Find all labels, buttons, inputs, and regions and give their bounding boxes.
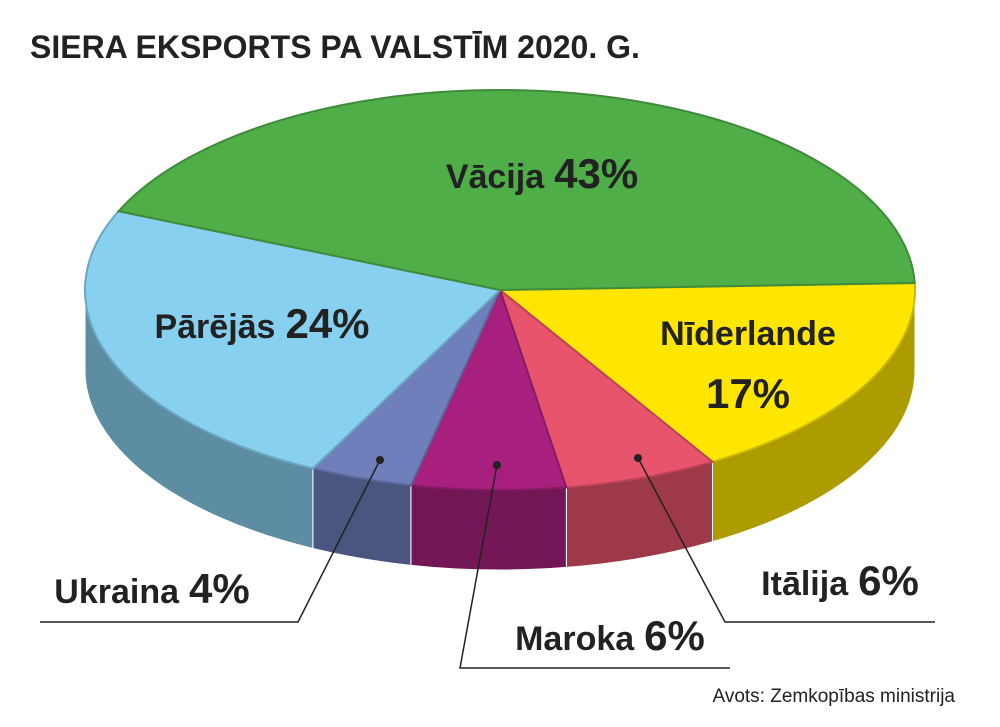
slice bbox=[116, 89, 916, 292]
source: Avots: Zemkopības ministrija bbox=[712, 686, 955, 707]
slice-value: 24% bbox=[285, 300, 369, 347]
slice-value: 43% bbox=[554, 150, 638, 197]
slice-label: Itālija bbox=[761, 565, 849, 603]
slice-label: Maroka bbox=[515, 620, 635, 658]
slice-value: 4% bbox=[189, 565, 250, 612]
slice-label: Nīderlande bbox=[660, 315, 836, 353]
slice-label-group: Ukraina 4% bbox=[54, 565, 249, 612]
slice-label-group: Pārējās 24% bbox=[154, 300, 369, 347]
slice-value: 6% bbox=[644, 612, 705, 659]
leader-dot bbox=[376, 456, 384, 464]
chart-title: SIERA EKSPORTS PA VALSTĪM 2020. G. bbox=[30, 29, 640, 65]
slice-label-group: Itālija 6% bbox=[761, 557, 919, 604]
slice-label-group: Vācija 43% bbox=[446, 150, 638, 197]
leader-dot bbox=[634, 454, 642, 462]
slice-label: Pārējās bbox=[154, 308, 275, 346]
slice bbox=[409, 287, 568, 491]
slice-side bbox=[410, 484, 567, 571]
leader-line bbox=[637, 457, 935, 623]
slice bbox=[497, 282, 916, 463]
leader-line bbox=[40, 459, 381, 623]
slice bbox=[497, 287, 715, 489]
slice-value: 6% bbox=[858, 557, 919, 604]
slice bbox=[84, 210, 503, 470]
slice-value: 17% bbox=[706, 370, 790, 417]
slice-label-group: Maroka 6% bbox=[515, 612, 705, 659]
slice-label: Ukraina bbox=[54, 573, 180, 611]
slice-label: Vācija bbox=[446, 158, 545, 196]
leader-dot bbox=[493, 461, 501, 469]
leader-line bbox=[459, 464, 730, 669]
